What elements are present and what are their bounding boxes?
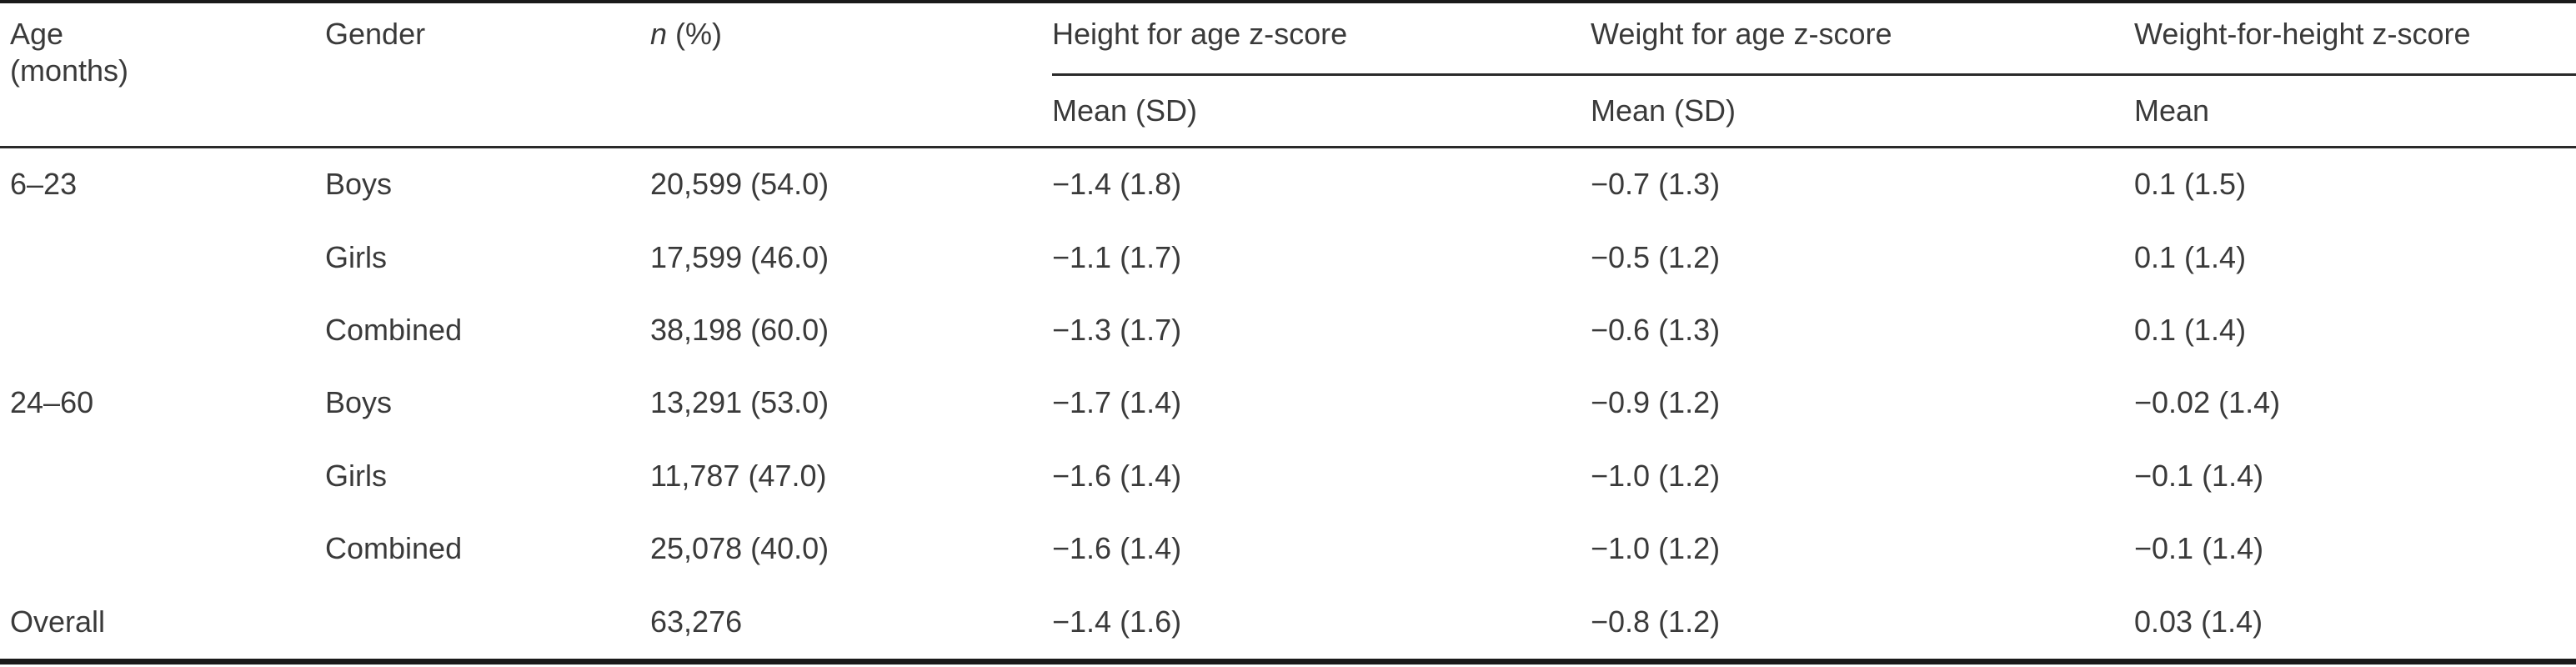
cell-haz: −1.4 (1.6) <box>1052 604 1182 639</box>
cell-waz: −0.6 (1.3) <box>1591 313 1721 347</box>
cell-waz: −1.0 (1.2) <box>1591 459 1721 493</box>
cell-whz: −0.1 (1.4) <box>2134 459 2264 493</box>
cell-waz: −0.9 (1.2) <box>1591 385 1721 419</box>
header-gender: Gender <box>325 17 426 51</box>
cell-gender: Girls <box>325 240 387 274</box>
cell-n: 11,787 (47.0) <box>650 459 827 493</box>
header-bottom-rule <box>0 146 2576 148</box>
cell-gender: Boys <box>325 167 393 201</box>
header-weight-for-age: Weight for age z-score <box>1591 17 1892 51</box>
cell-whz: 0.1 (1.5) <box>2134 167 2247 201</box>
cell-n: 20,599 (54.0) <box>650 167 829 201</box>
cell-whz: −0.1 (1.4) <box>2134 531 2264 565</box>
header-n: n (%) <box>650 17 722 52</box>
cell-haz: −1.1 (1.7) <box>1052 240 1182 274</box>
cell-haz: −1.4 (1.8) <box>1052 167 1182 201</box>
cell-haz: −1.6 (1.4) <box>1052 531 1182 565</box>
cell-n: 38,198 (60.0) <box>650 313 829 347</box>
cell-age: Overall <box>10 604 106 639</box>
cell-whz: −0.02 (1.4) <box>2134 385 2281 419</box>
cell-whz: 0.03 (1.4) <box>2134 604 2263 639</box>
header-height-for-age: Height for age z-score <box>1052 17 1348 51</box>
subheader-wfh-mean: Mean <box>2134 93 2210 128</box>
table-top-rule <box>0 0 2576 3</box>
subheader-rule <box>1052 73 2576 76</box>
cell-waz: −1.0 (1.2) <box>1591 531 1721 565</box>
table-bottom-rule <box>0 659 2576 664</box>
cell-n: 63,276 <box>650 604 743 639</box>
cell-waz: −0.5 (1.2) <box>1591 240 1721 274</box>
header-n-symbol: n <box>650 17 668 51</box>
cell-whz: 0.1 (1.4) <box>2134 313 2247 347</box>
header-age-unit: (months) <box>10 53 129 88</box>
cell-gender: Combined <box>325 531 463 565</box>
cell-gender: Girls <box>325 459 387 493</box>
cell-n: 13,291 (53.0) <box>650 385 829 419</box>
subheader-height-mean-sd: Mean (SD) <box>1052 93 1198 128</box>
cell-haz: −1.6 (1.4) <box>1052 459 1182 493</box>
cell-gender: Boys <box>325 385 393 419</box>
cell-haz: −1.7 (1.4) <box>1052 385 1182 419</box>
cell-age: 24–60 <box>10 385 94 419</box>
cell-gender: Combined <box>325 313 463 347</box>
cell-n: 17,599 (46.0) <box>650 240 829 274</box>
subheader-weight-mean-sd: Mean (SD) <box>1591 93 1737 128</box>
cell-age: 6–23 <box>10 167 78 201</box>
cell-whz: 0.1 (1.4) <box>2134 240 2247 274</box>
header-weight-for-height: Weight-for-height z-score <box>2134 17 2471 51</box>
header-n-percent: (%) <box>667 17 723 51</box>
cell-n: 25,078 (40.0) <box>650 531 829 565</box>
cell-haz: −1.3 (1.7) <box>1052 313 1182 347</box>
header-age: Age <box>10 17 64 51</box>
cell-waz: −0.7 (1.3) <box>1591 167 1721 201</box>
cell-waz: −0.8 (1.2) <box>1591 604 1721 639</box>
